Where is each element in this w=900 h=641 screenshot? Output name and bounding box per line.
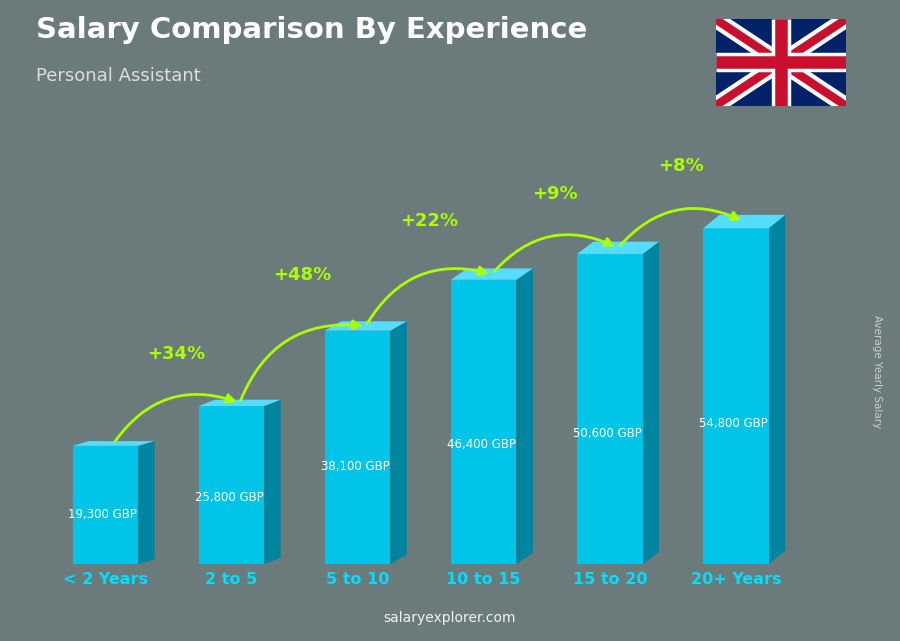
Text: salaryexplorer.com: salaryexplorer.com xyxy=(383,611,517,625)
Polygon shape xyxy=(577,242,659,254)
Polygon shape xyxy=(73,446,139,564)
Polygon shape xyxy=(577,254,643,564)
Polygon shape xyxy=(325,331,391,564)
Polygon shape xyxy=(451,269,533,279)
Polygon shape xyxy=(451,279,517,564)
Polygon shape xyxy=(703,228,769,564)
Text: Average Yearly Salary: Average Yearly Salary xyxy=(872,315,883,428)
Polygon shape xyxy=(517,269,533,564)
Polygon shape xyxy=(199,400,281,406)
Polygon shape xyxy=(769,215,785,564)
Text: 19,300 GBP: 19,300 GBP xyxy=(68,508,138,521)
Polygon shape xyxy=(73,441,155,446)
Text: 46,400 GBP: 46,400 GBP xyxy=(446,438,516,451)
Polygon shape xyxy=(265,400,281,564)
Text: +34%: +34% xyxy=(148,345,206,363)
Polygon shape xyxy=(703,215,785,228)
Text: Salary Comparison By Experience: Salary Comparison By Experience xyxy=(36,16,587,44)
Polygon shape xyxy=(643,242,659,564)
Text: +9%: +9% xyxy=(532,185,578,203)
Text: +22%: +22% xyxy=(400,212,458,231)
Text: 38,100 GBP: 38,100 GBP xyxy=(320,460,390,472)
Polygon shape xyxy=(391,321,407,564)
Text: 50,600 GBP: 50,600 GBP xyxy=(573,428,642,440)
Text: +8%: +8% xyxy=(658,156,704,174)
Polygon shape xyxy=(325,321,407,331)
Polygon shape xyxy=(139,441,155,564)
Text: 54,800 GBP: 54,800 GBP xyxy=(699,417,768,429)
Text: +48%: +48% xyxy=(274,266,332,284)
Polygon shape xyxy=(199,406,265,564)
Text: Personal Assistant: Personal Assistant xyxy=(36,67,201,85)
Text: 25,800 GBP: 25,800 GBP xyxy=(194,491,264,504)
